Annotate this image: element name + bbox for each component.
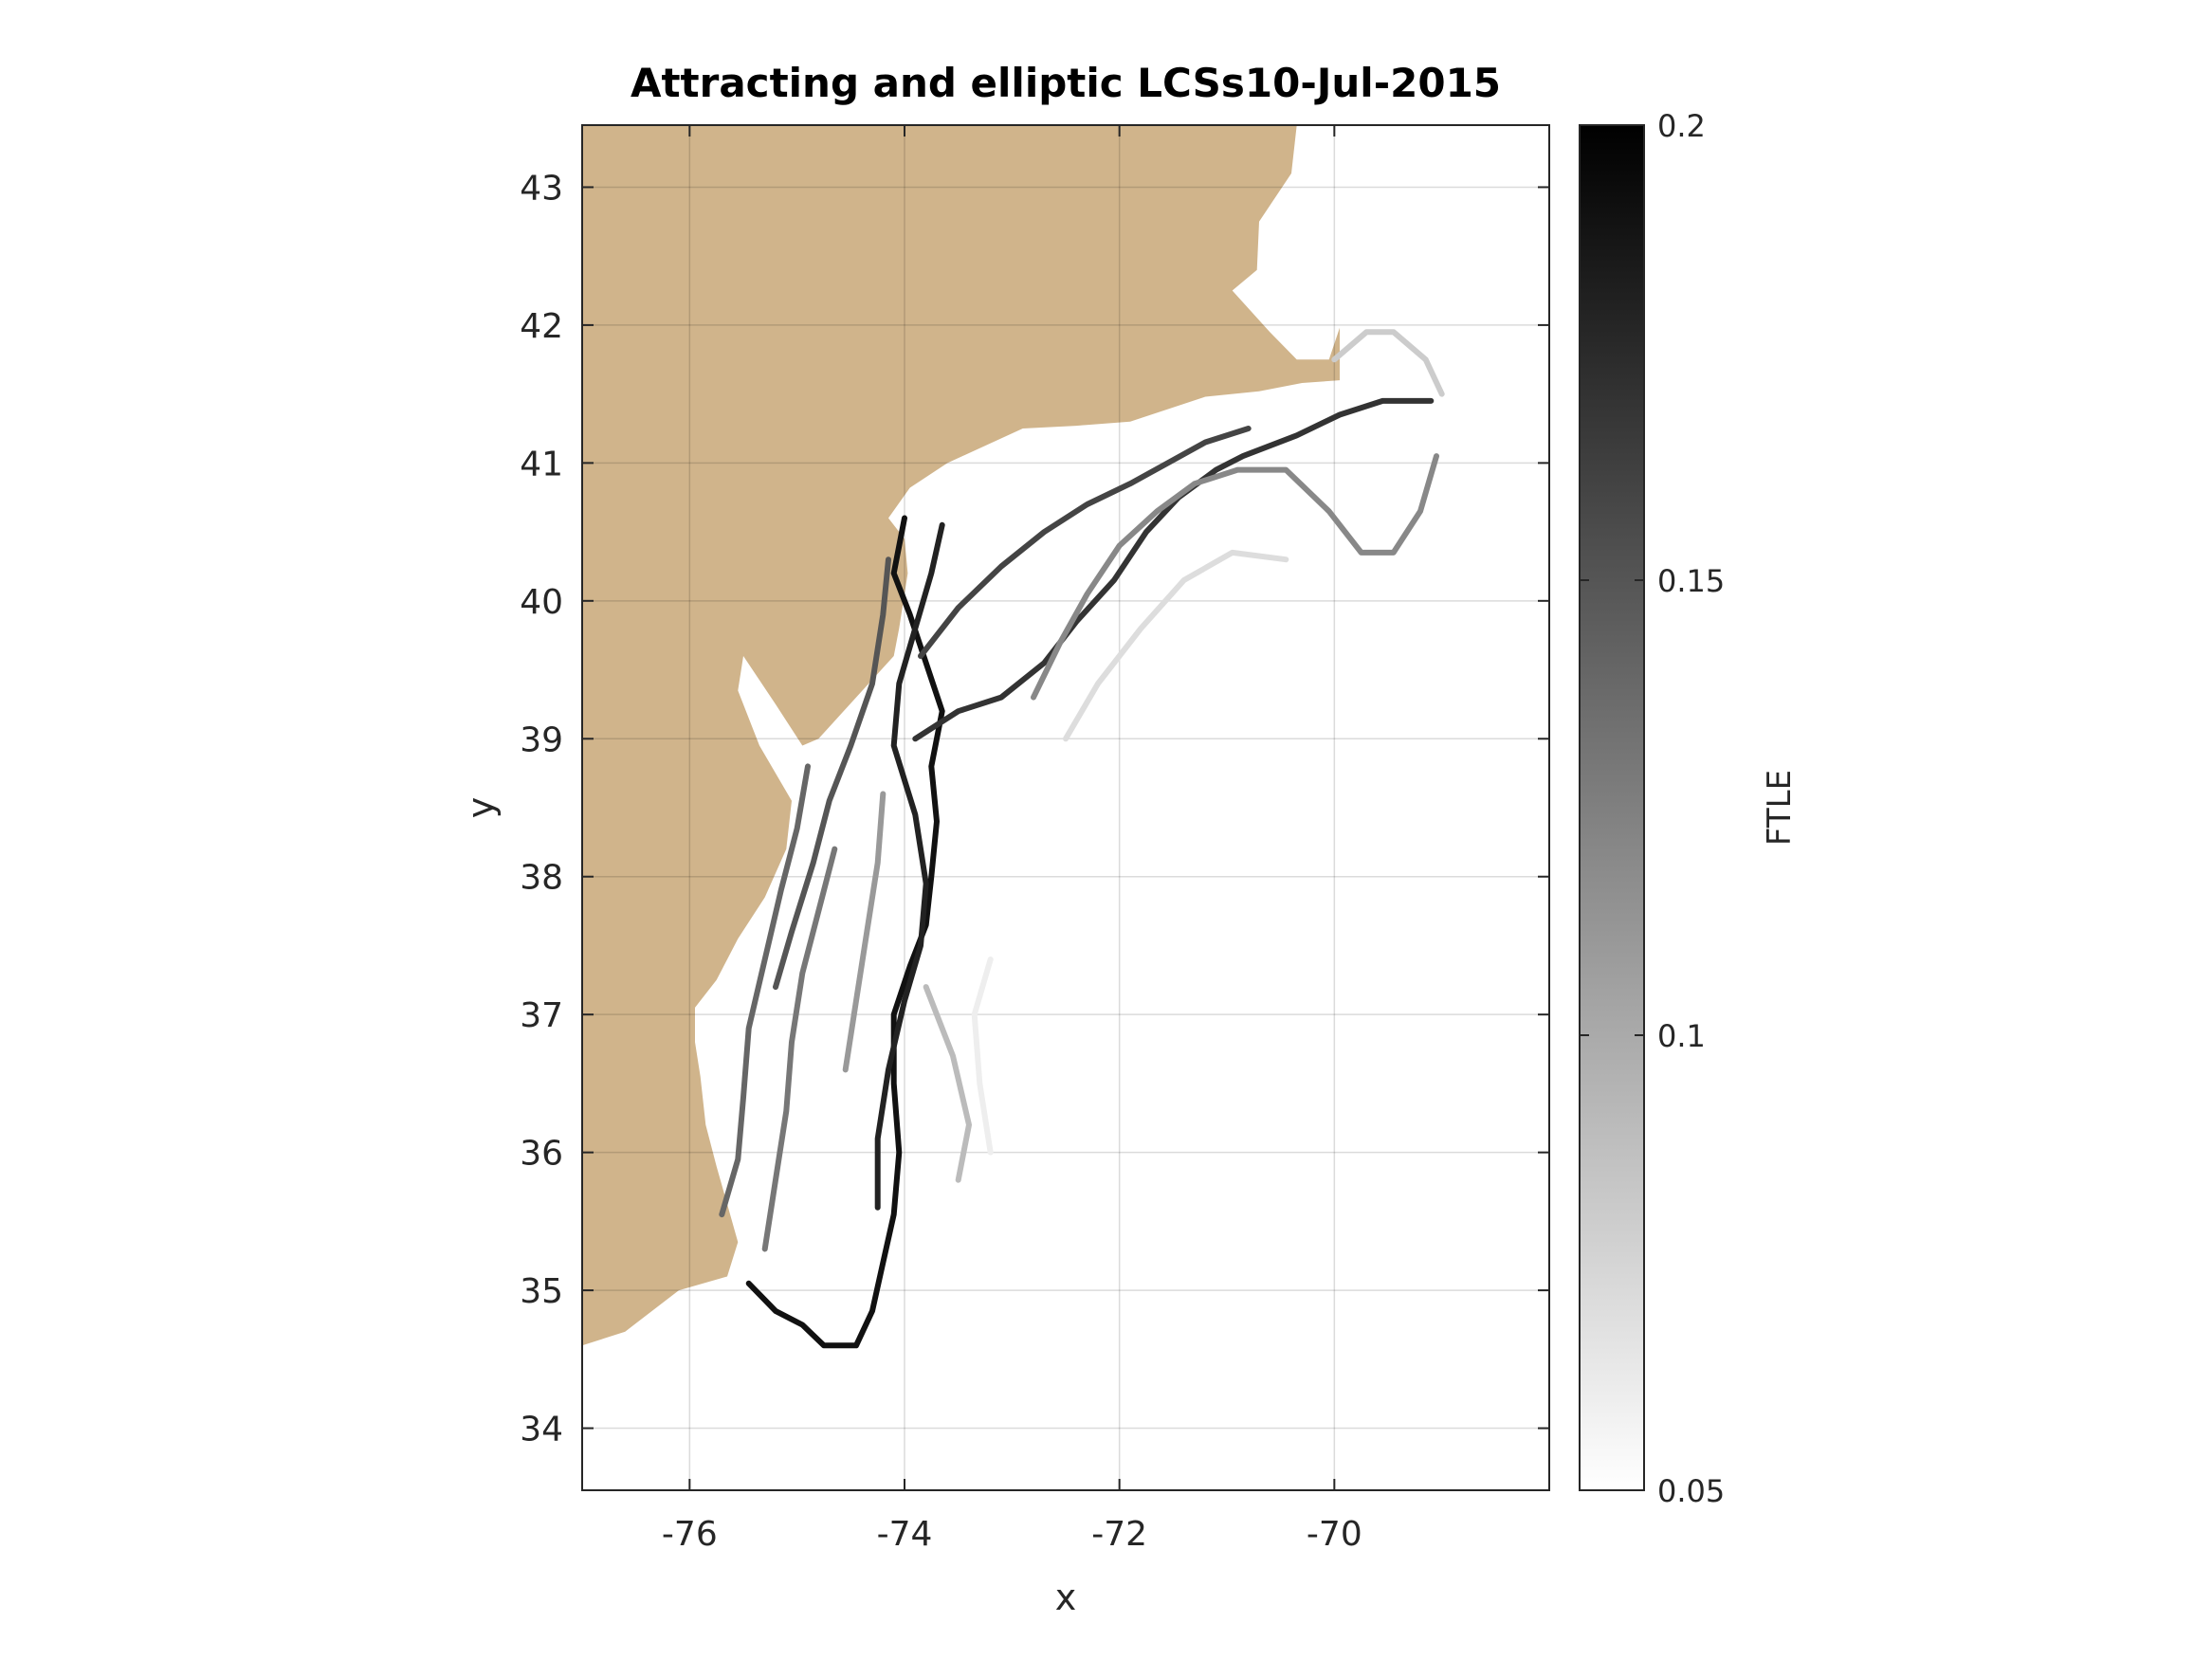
y-tick-label: 35	[520, 1272, 563, 1311]
y-tick-label: 43	[520, 169, 563, 208]
x-tick-label: -70	[1307, 1515, 1362, 1554]
ftle-ridge	[773, 556, 891, 991]
y-tick-label: 39	[520, 720, 563, 759]
x-tick-label: -74	[877, 1515, 933, 1554]
colorbar-ticks: 0.05 0.1 0.15 0.2	[1580, 108, 1725, 1509]
y-tick-label: 37	[520, 996, 563, 1035]
ftle-ridge	[923, 984, 972, 1183]
ftle-ridge	[745, 515, 945, 1349]
colorbar-label: FTLE	[1761, 770, 1799, 846]
y-axis-label: y	[460, 797, 502, 819]
ftle-ridge	[971, 957, 994, 1156]
y-tick-label: 38	[520, 859, 563, 898]
ftle-structures	[719, 329, 1445, 1349]
x-tick-label: -72	[1091, 1515, 1147, 1554]
ftle-ridge	[1031, 453, 1439, 701]
x-axis-label: x	[1055, 1577, 1077, 1618]
plot-content	[582, 125, 1549, 1490]
y-axis-ticks: 34 35 36 37 38 39 40 41 42 43	[520, 169, 1549, 1449]
colorbar	[1579, 124, 1645, 1491]
ftle-ridge	[842, 791, 887, 1073]
colorbar-tick-label: 0.2	[1657, 108, 1706, 144]
ftle-ridge	[912, 397, 1435, 742]
ftle-ridge	[918, 426, 1252, 659]
plot-frame	[581, 124, 1550, 1491]
y-tick-label: 36	[520, 1135, 563, 1174]
colorbar-tick-label: 0.05	[1657, 1473, 1725, 1509]
ftle-ridge	[719, 763, 811, 1218]
land-mass	[582, 125, 1340, 1346]
y-tick-label: 42	[520, 307, 563, 346]
x-axis-ticks: -76 -74 -72 -70	[662, 125, 1362, 1554]
colorbar-tick-label: 0.15	[1657, 563, 1725, 599]
y-tick-label: 40	[520, 583, 563, 622]
y-tick-label: 41	[520, 445, 563, 483]
ftle-ridge	[761, 846, 838, 1252]
x-tick-label: -76	[662, 1515, 718, 1554]
colorbar-tick-label: 0.1	[1657, 1018, 1706, 1054]
ftle-ridge	[1063, 549, 1289, 742]
ftle-ridge	[874, 521, 945, 1211]
y-tick-label: 34	[520, 1411, 563, 1449]
ftle-ridge	[1331, 329, 1445, 397]
chart-title: Attracting and elliptic LCSs10-Jul-2015	[631, 60, 1501, 106]
